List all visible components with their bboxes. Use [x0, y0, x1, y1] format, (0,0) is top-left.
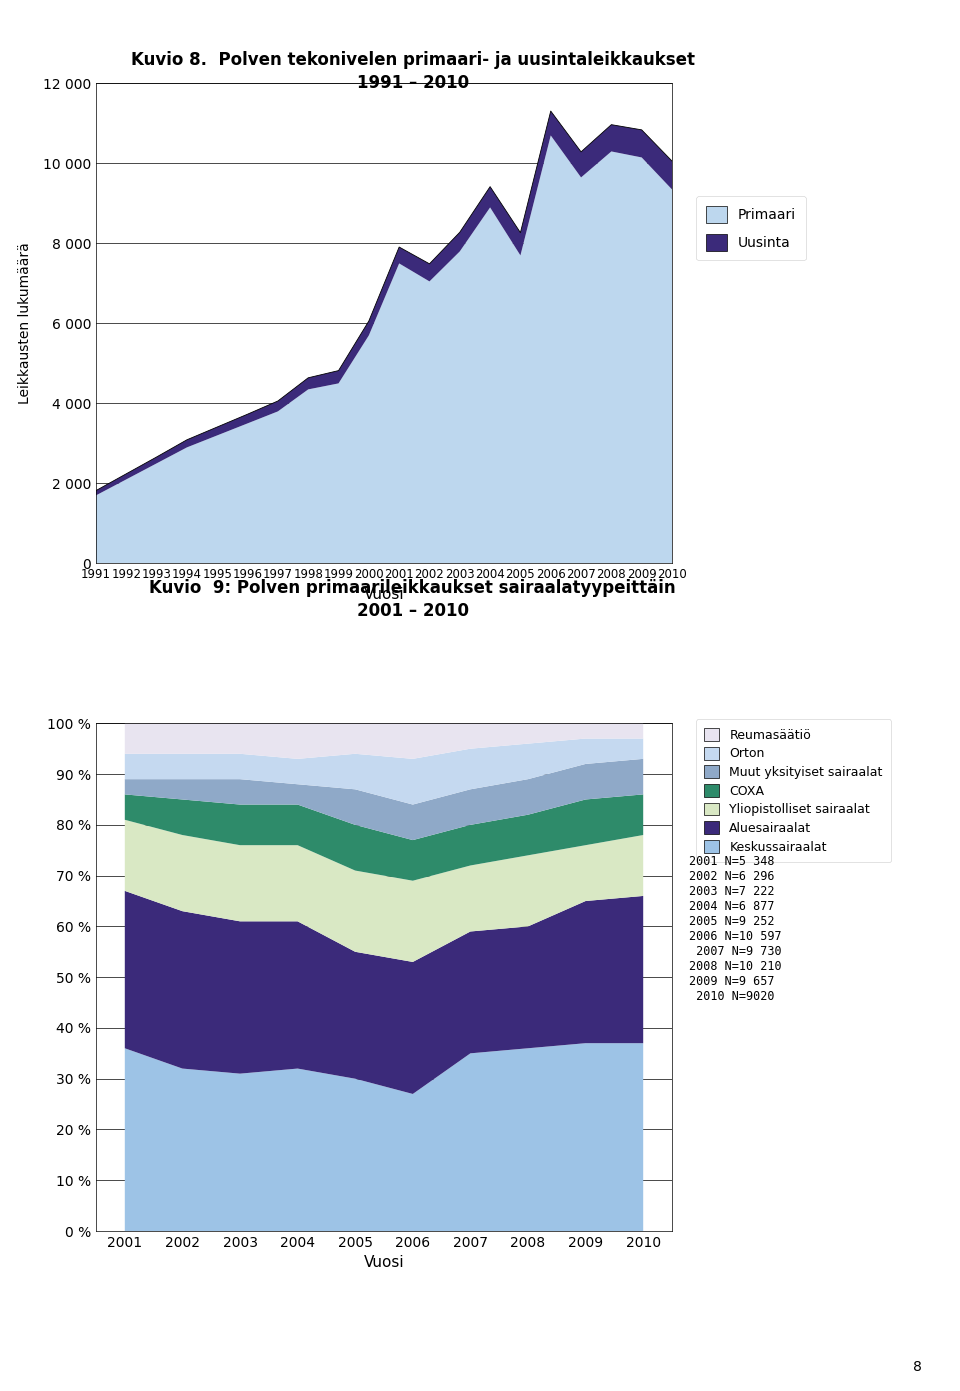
X-axis label: Vuosi: Vuosi	[364, 1256, 404, 1270]
Text: 2001 N=5 348
2002 N=6 296
2003 N=7 222
2004 N=6 877
2005 N=9 252
2006 N=10 597
 : 2001 N=5 348 2002 N=6 296 2003 N=7 222 2…	[689, 855, 781, 1003]
Text: Kuvio 8.  Polven tekonivelen primaari- ja uusintaleikkaukset: Kuvio 8. Polven tekonivelen primaari- ja…	[131, 51, 695, 70]
Text: 1991 – 2010: 1991 – 2010	[357, 74, 468, 92]
X-axis label: Vuosi: Vuosi	[364, 587, 404, 602]
Y-axis label: Leikkausten lukumäärä: Leikkausten lukumäärä	[18, 242, 32, 405]
Legend: Reumasäätiö, Orton, Muut yksityiset sairaalat, COXA, Yliopistolliset sairaalat, : Reumasäätiö, Orton, Muut yksityiset sair…	[696, 719, 892, 862]
Text: 8: 8	[913, 1360, 922, 1374]
Legend: Primaari, Uusinta: Primaari, Uusinta	[696, 196, 805, 260]
Text: 2001 – 2010: 2001 – 2010	[357, 602, 468, 620]
Text: Kuvio  9: Polven primaarileikkaukset sairaalatyypeittäin: Kuvio 9: Polven primaarileikkaukset sair…	[150, 579, 676, 597]
